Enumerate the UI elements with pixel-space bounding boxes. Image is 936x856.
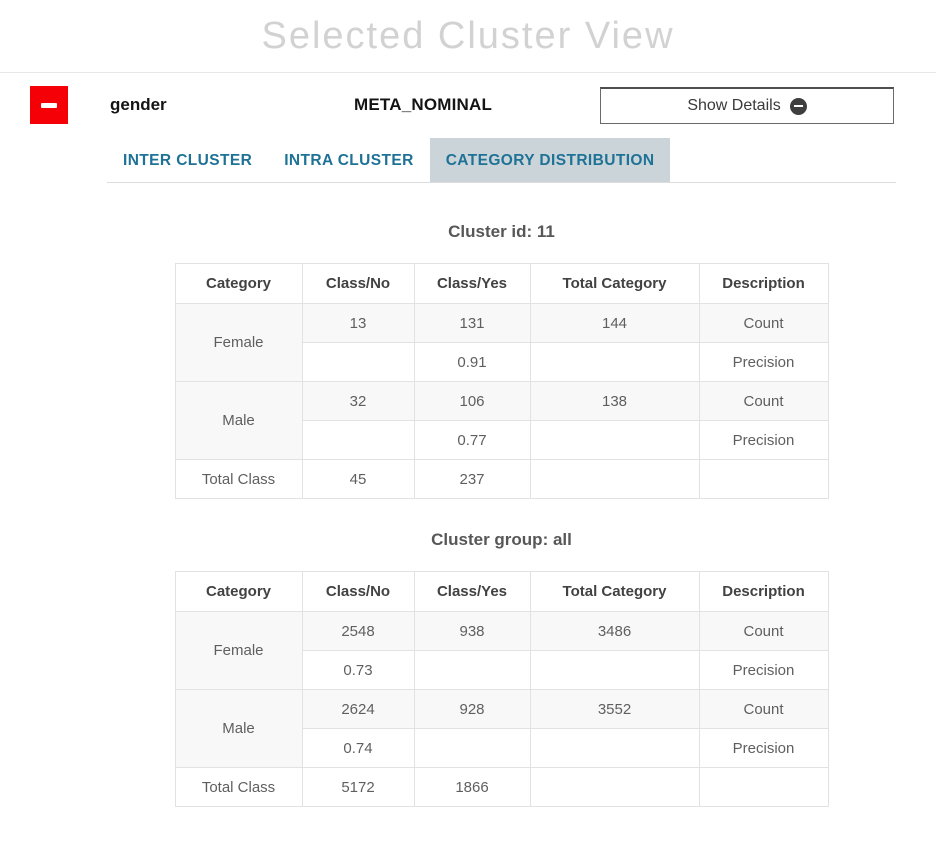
- cell-category-male: Male: [174, 689, 303, 768]
- feature-type-label: META_NOMINAL: [354, 95, 493, 114]
- table-row: Male 32 106 138 Count: [174, 381, 829, 460]
- cell-total-category: [529, 767, 700, 807]
- cell-category-female: Female: [174, 611, 303, 690]
- minus-circle-icon: [789, 97, 807, 115]
- table-header-row: Category Class/No Class/Yes Total Catego…: [174, 263, 829, 304]
- table-row: 0.91 Precision: [175, 342, 829, 382]
- cell-class-yes: [413, 728, 531, 768]
- cell-class-yes: 1866: [413, 767, 531, 807]
- cell-description: [698, 459, 829, 499]
- feature-name-label: gender: [110, 95, 167, 114]
- cell-total-class-label: Total Class: [174, 767, 303, 807]
- col-header-total-category: Total Category: [529, 263, 700, 304]
- cell-total-category: [529, 420, 700, 460]
- cell-class-yes: 106: [413, 381, 531, 421]
- cell-total-category: [529, 728, 700, 768]
- collapse-panel-button[interactable]: [30, 86, 68, 124]
- col-header-description: Description: [698, 571, 829, 612]
- cell-class-yes: 0.77: [413, 420, 531, 460]
- table-header-row: Category Class/No Class/Yes Total Catego…: [174, 571, 829, 612]
- cell-class-no: 2624: [301, 689, 415, 729]
- cell-class-no: 0.74: [301, 728, 415, 768]
- cell-category-male: Male: [174, 381, 303, 460]
- cell-class-no: 13: [301, 303, 415, 343]
- cell-description: Precision: [698, 420, 829, 460]
- tab-category-distribution[interactable]: CATEGORY DISTRIBUTION: [429, 138, 671, 182]
- col-header-description: Description: [698, 263, 829, 304]
- table-row: Female 2548 938 3486 Count: [174, 611, 829, 690]
- cell-class-no: 2548: [301, 611, 415, 651]
- cell-total-category: 144: [529, 303, 700, 343]
- table-row: Male 2624 928 3552 Count: [174, 689, 829, 768]
- tab-bar: INTER CLUSTER INTRA CLUSTER CATEGORY DIS…: [107, 138, 896, 183]
- table-row: 0.73 Precision: [175, 650, 829, 690]
- cell-description: Count: [698, 381, 829, 421]
- show-details-label: Show Details: [687, 97, 781, 114]
- cell-total-category: [529, 342, 700, 382]
- table-row: 0.74 Precision: [175, 728, 829, 768]
- cell-class-no: [301, 342, 415, 382]
- cluster-group-heading: Cluster group: all: [431, 530, 572, 549]
- col-header-total-category: Total Category: [529, 571, 700, 612]
- cell-description: Precision: [698, 728, 829, 768]
- cell-class-yes: 131: [413, 303, 531, 343]
- tab-inter-cluster[interactable]: INTER CLUSTER: [123, 152, 253, 169]
- col-header-class-yes: Class/Yes: [413, 571, 531, 612]
- show-details-button[interactable]: Show Details: [600, 87, 894, 124]
- cell-class-no: 0.73: [301, 650, 415, 690]
- cell-class-no: 5172: [301, 767, 415, 807]
- col-header-class-no: Class/No: [301, 263, 415, 304]
- col-header-class-no: Class/No: [301, 571, 415, 612]
- cell-total-category: 138: [529, 381, 700, 421]
- cell-description: Precision: [698, 650, 829, 690]
- title-bar: Selected Cluster View: [0, 0, 936, 73]
- cell-class-yes: 928: [413, 689, 531, 729]
- cluster-id-heading: Cluster id: 11: [448, 222, 555, 241]
- cluster-id-table: Category Class/No Class/Yes Total Catego…: [174, 263, 829, 499]
- cell-class-yes: 938: [413, 611, 531, 651]
- cluster-group-table: Category Class/No Class/Yes Total Catego…: [174, 571, 829, 807]
- col-header-category: Category: [174, 571, 303, 612]
- cell-category-female: Female: [174, 303, 303, 382]
- col-header-category: Category: [174, 263, 303, 304]
- table-row: Total Class 5172 1866: [174, 767, 829, 807]
- category-distribution-panel: Cluster id: 11 Category Class/No Class/Y…: [107, 222, 896, 807]
- cell-total-class-label: Total Class: [174, 459, 303, 499]
- cell-description: Count: [698, 689, 829, 729]
- cell-description: [698, 767, 829, 807]
- cell-class-no: 45: [301, 459, 415, 499]
- cell-description: Precision: [698, 342, 829, 382]
- cell-class-no: [301, 420, 415, 460]
- col-header-class-yes: Class/Yes: [413, 263, 531, 304]
- cell-total-category: [529, 459, 700, 499]
- table-row: Female 13 131 144 Count: [174, 303, 829, 382]
- cell-class-yes: [413, 650, 531, 690]
- tab-intra-cluster[interactable]: INTRA CLUSTER: [284, 152, 414, 169]
- cell-total-category: 3552: [529, 689, 700, 729]
- cell-description: Count: [698, 303, 829, 343]
- cell-class-yes: 0.91: [413, 342, 531, 382]
- cell-description: Count: [698, 611, 829, 651]
- table-row: Total Class 45 237: [174, 459, 829, 499]
- cell-total-category: [529, 650, 700, 690]
- cell-class-yes: 237: [413, 459, 531, 499]
- panel-header: gender META_NOMINAL Show Details: [0, 86, 936, 124]
- cell-total-category: 3486: [529, 611, 700, 651]
- page-title: Selected Cluster View: [261, 14, 675, 57]
- cell-class-no: 32: [301, 381, 415, 421]
- minus-icon: [41, 102, 57, 108]
